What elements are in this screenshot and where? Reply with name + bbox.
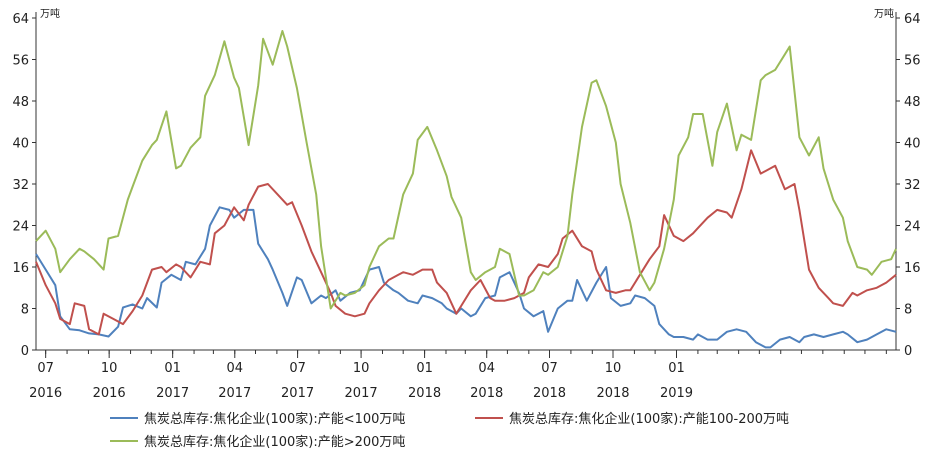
left-y-tick-label: 56: [12, 54, 29, 69]
left-y-tick-label: 16: [12, 261, 29, 276]
x-tick-label-month: 07: [541, 361, 558, 376]
x-tick-label-month: 10: [353, 361, 370, 376]
legend-swatch: [110, 439, 138, 442]
x-tick-label-year: 2017: [218, 386, 251, 401]
x-tick-label-month: 01: [668, 361, 685, 376]
legend-swatch: [110, 416, 138, 419]
left-y-tick-label: 32: [12, 178, 29, 193]
series-line-3: [35, 30, 897, 310]
x-tick-label-month: 07: [37, 361, 54, 376]
right-y-tick-label: 56: [904, 54, 921, 69]
legend-item: 焦炭总库存:焦化企业(100家):产能<100万吨: [110, 408, 405, 427]
right-y-tick-label: 64: [904, 12, 921, 27]
legend-label: 焦炭总库存:焦化企业(100家):产能100-200万吨: [509, 412, 790, 427]
legend-item: 焦炭总库存:焦化企业(100家):产能>200万吨: [110, 431, 405, 450]
right-y-tick-label: 16: [904, 261, 921, 276]
x-tick-label-year: 2016: [93, 386, 126, 401]
right-y-tick-label: 8: [904, 303, 912, 318]
left-y-tick-label: 0: [21, 344, 29, 359]
right-unit-label: 万吨: [874, 7, 894, 20]
legend-swatch: [475, 416, 503, 419]
x-tick-label-month: 04: [227, 361, 244, 376]
right-y-tick-label: 24: [904, 220, 921, 235]
x-tick-label-month: 10: [101, 361, 118, 376]
left-y-tick-label: 64: [12, 12, 29, 27]
x-tick-label-year: 2018: [408, 386, 441, 401]
x-tick-label-month: 01: [164, 361, 181, 376]
right-y-tick-label: 48: [904, 95, 921, 110]
legend-label: 焦炭总库存:焦化企业(100家):产能<100万吨: [144, 412, 406, 427]
left-unit-label: 万吨: [40, 7, 60, 20]
right-y-tick-label: 32: [904, 178, 921, 193]
left-y-tick-label: 8: [21, 303, 29, 318]
series-line-2: [35, 149, 897, 336]
x-tick-label-year: 2019: [660, 386, 693, 401]
left-y-tick-label: 48: [12, 95, 29, 110]
left-y-tick-label: 24: [12, 220, 29, 235]
x-tick-label-year: 2017: [345, 386, 378, 401]
x-tick-label-year: 2018: [533, 386, 566, 401]
x-tick-label-month: 10: [605, 361, 622, 376]
x-tick-label-year: 2017: [156, 386, 189, 401]
x-tick-label-month: 04: [478, 361, 495, 376]
x-tick-label-year: 2018: [470, 386, 503, 401]
x-tick-label-year: 2017: [281, 386, 314, 401]
right-y-tick-label: 40: [904, 137, 921, 152]
legend-label: 焦炭总库存:焦化企业(100家):产能>200万吨: [144, 435, 406, 450]
legend-item: 焦炭总库存:焦化企业(100家):产能100-200万吨: [475, 408, 789, 427]
x-tick-label-month: 01: [416, 361, 433, 376]
x-tick-label-year: 2018: [596, 386, 629, 401]
right-y-tick-label: 0: [904, 344, 912, 359]
x-tick-label-month: 07: [289, 361, 306, 376]
x-tick-label-year: 2016: [29, 386, 62, 401]
left-y-tick-label: 40: [12, 137, 29, 152]
